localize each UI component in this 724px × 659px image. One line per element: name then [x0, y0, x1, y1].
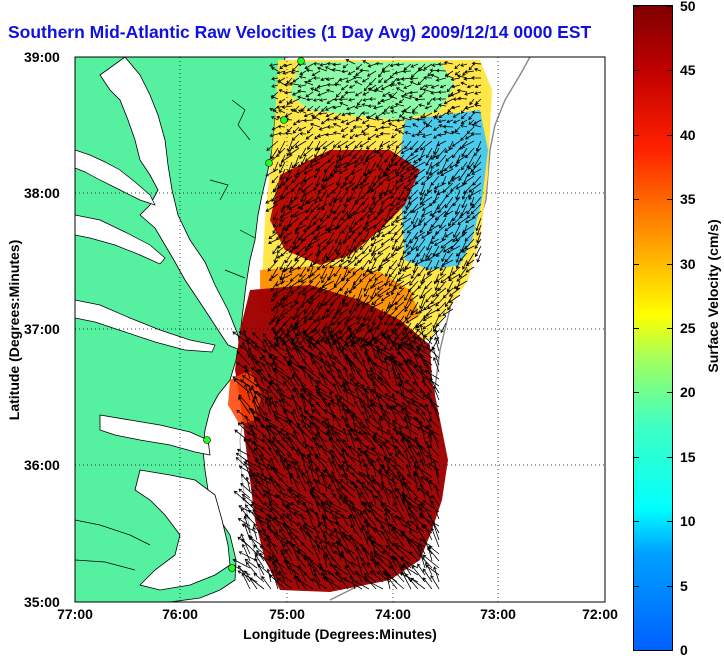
x-tick-label: 77:00 [57, 606, 93, 622]
y-tick-label: 38:00 [24, 185, 60, 201]
chesapeake-bay [99, 57, 241, 351]
colorbar-gradient [634, 6, 672, 650]
colorbar-tick-mark [667, 70, 673, 72]
y-axis-label: Latitude (Degrees:Minutes) [6, 239, 22, 421]
colorbar-tick-label: 35 [680, 191, 696, 208]
colorbar-tick-mark [633, 392, 639, 394]
x-tick-label: 75:00 [269, 606, 305, 622]
colorbar-tick-mark [667, 456, 673, 458]
x-tick-label: 74:00 [375, 606, 411, 622]
colorbar-tick-mark [667, 328, 673, 329]
station-marker[interactable] [203, 436, 211, 444]
colorbar-tick-mark [633, 585, 639, 587]
colorbar-tick-label: 30 [680, 255, 696, 272]
pamlico-sound [134, 469, 231, 591]
colorbar-tick-mark [633, 6, 639, 7]
colorbar-tick-label: 25 [680, 320, 696, 336]
colorbar-tick-mark [667, 199, 673, 201]
x-tick-label: 76:00 [162, 606, 198, 622]
colorbar-tick-label: 15 [680, 448, 696, 465]
y-tick-label: 36:00 [24, 457, 60, 473]
colorbar-tick-mark [633, 456, 639, 458]
colorbar-tick-mark [633, 328, 639, 329]
colorbar-tick-mark [667, 650, 673, 651]
colorbar-tick-mark [667, 521, 673, 523]
y-tick-label: 35:00 [24, 594, 60, 610]
colorbar-tick-label: 40 [680, 126, 696, 143]
colorbar-tick-mark [667, 263, 673, 265]
colorbar-tick-mark [633, 134, 639, 136]
colorbar-tick-mark [633, 199, 639, 201]
colorbar-tick-label: 0 [680, 642, 688, 658]
potomac-river [75, 149, 156, 206]
colorbar-tick-mark [667, 392, 673, 394]
colorbar-tick-label: 50 [680, 0, 696, 14]
station-marker[interactable] [265, 159, 273, 167]
pamlico-rivers [75, 519, 151, 571]
x-tick-label: 72:00 [582, 606, 618, 622]
colorbar-tick-mark [633, 650, 639, 651]
map-title: Southern Mid-Atlantic Raw Velocities (1 … [8, 22, 592, 42]
station-marker[interactable] [280, 116, 288, 124]
station-marker[interactable] [228, 564, 236, 572]
colorbar-label: Surface Velocity (cm/s) [705, 219, 721, 373]
colorbar-tick-label: 20 [680, 384, 696, 401]
colorbar-tick-mark [667, 585, 673, 587]
colorbar-tick-label: 5 [680, 577, 688, 594]
grid [75, 57, 605, 602]
colorbar-tick-mark [633, 521, 639, 523]
colorbar-tick-mark [633, 263, 639, 265]
station-marker[interactable] [297, 57, 305, 65]
plot-frame [74, 56, 606, 603]
colorbar-tick-label: 10 [680, 513, 696, 530]
albemarle-sound [99, 414, 211, 456]
rappahannock-river [75, 214, 166, 265]
delmarva-inlets [209, 99, 256, 279]
y-tick-label: 37:00 [24, 321, 60, 337]
james-river [75, 299, 216, 353]
colorbar-tick-mark [667, 134, 673, 136]
velocity-arrows [232, 58, 482, 590]
x-tick-label: 73:00 [480, 606, 516, 622]
colorbar-tick-mark [633, 70, 639, 72]
colorbar-tick-label: 45 [680, 62, 696, 79]
colorbar-tick-mark [667, 6, 673, 7]
x-axis-label: Longitude (Degrees:Minutes) [243, 626, 437, 642]
y-tick-label: 39:00 [24, 49, 60, 65]
